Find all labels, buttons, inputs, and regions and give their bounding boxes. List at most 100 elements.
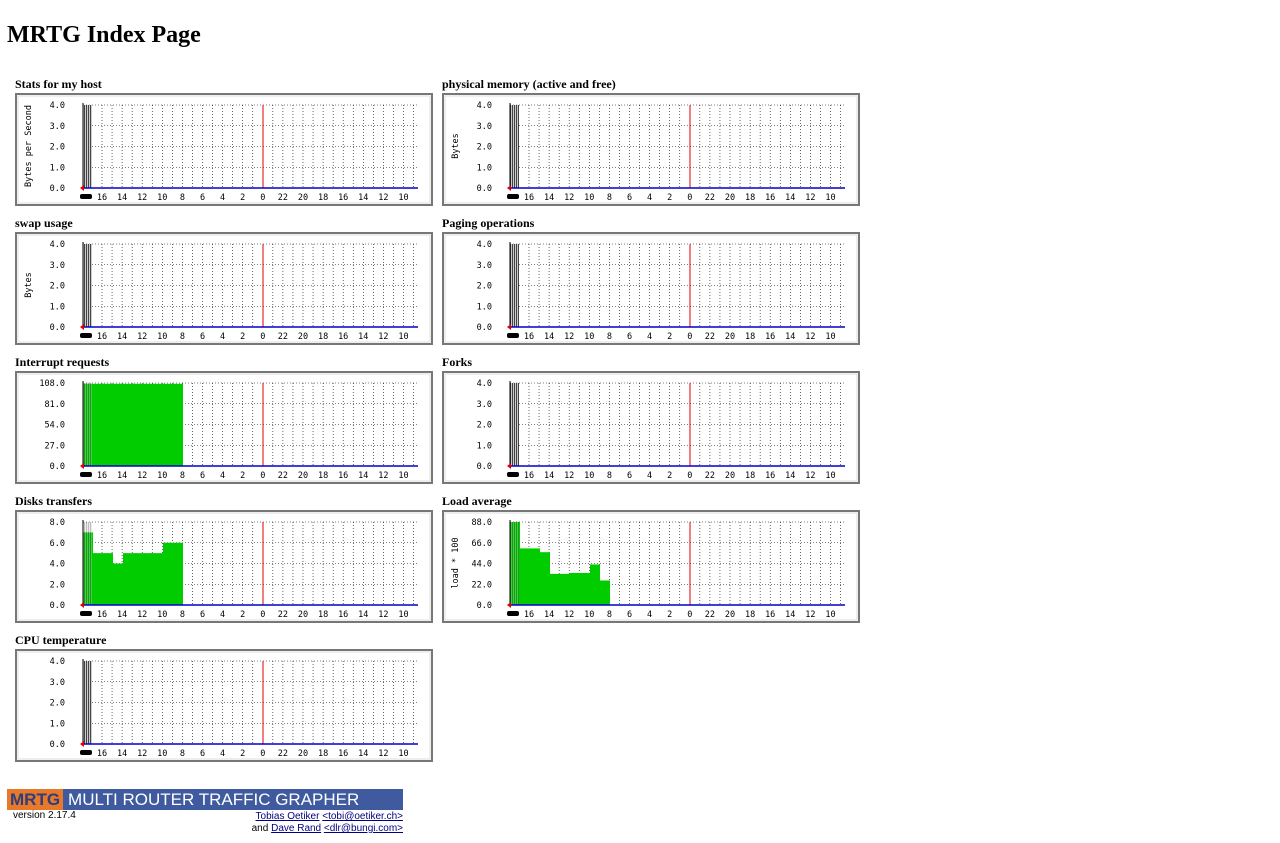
graph-inner-frame bbox=[17, 373, 431, 482]
x-tick-label: 4 bbox=[220, 193, 225, 203]
hatch bbox=[83, 105, 92, 188]
y-tick-label: 0.0 bbox=[50, 323, 65, 333]
x-tick-label: 20 bbox=[725, 193, 735, 203]
x-tick-label: 2 bbox=[240, 193, 245, 203]
x-tick-label: 12 bbox=[378, 193, 388, 203]
x-tick-label: 14 bbox=[358, 193, 368, 203]
x-tick-label: 10 bbox=[584, 471, 594, 481]
x-tick-label: 10 bbox=[157, 471, 167, 481]
graph-title: physical memory (active and free) bbox=[442, 77, 616, 91]
x-tick-label: 10 bbox=[398, 193, 408, 203]
x-tick-label: 0 bbox=[260, 610, 265, 620]
time-marker bbox=[507, 611, 519, 616]
x-tick-label: 12 bbox=[805, 471, 815, 481]
x-tick-label: 14 bbox=[785, 471, 795, 481]
x-tick-label: 10 bbox=[157, 193, 167, 203]
author-link[interactable]: Tobias Oetiker bbox=[255, 811, 320, 822]
time-marker bbox=[80, 333, 92, 338]
hatch bbox=[510, 383, 519, 466]
x-tick-label: 2 bbox=[240, 332, 245, 342]
y-tick-label: 2.0 bbox=[477, 282, 492, 292]
x-tick-label: 16 bbox=[338, 610, 348, 620]
x-tick-label: 20 bbox=[725, 332, 735, 342]
x-tick-label: 18 bbox=[745, 193, 755, 203]
x-tick-label: 10 bbox=[398, 749, 408, 759]
x-tick-label: 14 bbox=[358, 332, 368, 342]
x-tick-label: 14 bbox=[544, 332, 554, 342]
x-tick-label: 14 bbox=[358, 610, 368, 620]
x-tick-label: 14 bbox=[117, 193, 127, 203]
x-tick-label: 4 bbox=[647, 193, 652, 203]
bar bbox=[163, 383, 173, 466]
graph-title: CPU temperature bbox=[15, 633, 107, 647]
y-axis-label: Bytes bbox=[24, 272, 34, 298]
y-axis-label: load * 100 bbox=[451, 537, 461, 588]
time-marker bbox=[80, 194, 92, 199]
y-tick-label: 0.0 bbox=[477, 323, 492, 333]
author-link[interactable]: Dave Rand bbox=[271, 823, 322, 834]
time-marker bbox=[80, 750, 92, 755]
y-tick-label: 4.0 bbox=[477, 240, 492, 250]
y-tick-label: 8.0 bbox=[50, 518, 65, 528]
email-link[interactable]: <tobi@oetiker.ch> bbox=[322, 811, 403, 822]
x-tick-label: 10 bbox=[398, 332, 408, 342]
x-tick-label: 12 bbox=[378, 471, 388, 481]
time-marker bbox=[80, 611, 92, 616]
y-tick-label: 3.0 bbox=[50, 678, 65, 688]
x-tick-label: 12 bbox=[564, 193, 574, 203]
x-tick-label: 20 bbox=[298, 332, 308, 342]
y-tick-label: 4.0 bbox=[50, 560, 65, 570]
graph-inner-frame bbox=[17, 95, 431, 204]
arrow bbox=[507, 185, 511, 191]
x-tick-label: 22 bbox=[705, 471, 715, 481]
x-tick-label: 16 bbox=[338, 193, 348, 203]
x-tick-label: 14 bbox=[785, 193, 795, 203]
graph-inner-frame bbox=[444, 95, 858, 204]
x-tick-label: 18 bbox=[318, 610, 328, 620]
y-tick-label: 3.0 bbox=[477, 261, 492, 271]
graph-title: Forks bbox=[442, 355, 472, 369]
authors: Tobias Oetiker <tobi@oetiker.ch> and Dav… bbox=[252, 811, 403, 835]
x-tick-label: 12 bbox=[378, 610, 388, 620]
arrow bbox=[80, 185, 84, 191]
arrow bbox=[80, 602, 84, 608]
x-tick-label: 12 bbox=[137, 610, 147, 620]
x-tick-label: 16 bbox=[765, 332, 775, 342]
hatch bbox=[83, 661, 92, 744]
graph-title: swap usage bbox=[15, 216, 73, 230]
x-tick-label: 2 bbox=[667, 332, 672, 342]
x-tick-label: 14 bbox=[785, 332, 795, 342]
hatch bbox=[83, 522, 92, 605]
time-marker bbox=[507, 333, 519, 338]
x-tick-label: 16 bbox=[524, 610, 534, 620]
x-tick-label: 0 bbox=[260, 471, 265, 481]
bar bbox=[163, 542, 173, 605]
x-tick-label: 0 bbox=[687, 332, 692, 342]
x-tick-label: 22 bbox=[278, 332, 288, 342]
x-tick-label: 10 bbox=[825, 193, 835, 203]
x-tick-label: 16 bbox=[338, 332, 348, 342]
y-tick-label: 2.0 bbox=[50, 143, 65, 153]
graph-inner-frame bbox=[444, 234, 858, 343]
x-tick-label: 16 bbox=[765, 471, 775, 481]
x-tick-label: 6 bbox=[200, 471, 205, 481]
page-title: MRTG Index Page bbox=[7, 22, 201, 48]
x-tick-label: 10 bbox=[157, 332, 167, 342]
x-tick-label: 14 bbox=[544, 610, 554, 620]
y-axis-label: Bytes per Second bbox=[24, 105, 34, 187]
x-tick-label: 14 bbox=[117, 471, 127, 481]
y-tick-label: 0.0 bbox=[477, 184, 492, 194]
x-tick-label: 4 bbox=[647, 610, 652, 620]
x-tick-label: 20 bbox=[725, 471, 735, 481]
x-tick-label: 8 bbox=[180, 749, 185, 759]
bar bbox=[540, 552, 550, 605]
x-tick-label: 14 bbox=[117, 332, 127, 342]
email-link[interactable]: <dlr@bungi.com> bbox=[323, 823, 403, 834]
x-tick-label: 4 bbox=[220, 749, 225, 759]
hatch bbox=[510, 522, 519, 605]
x-tick-label: 12 bbox=[137, 193, 147, 203]
x-tick-label: 12 bbox=[805, 332, 815, 342]
x-tick-label: 22 bbox=[705, 193, 715, 203]
bar bbox=[590, 564, 600, 605]
